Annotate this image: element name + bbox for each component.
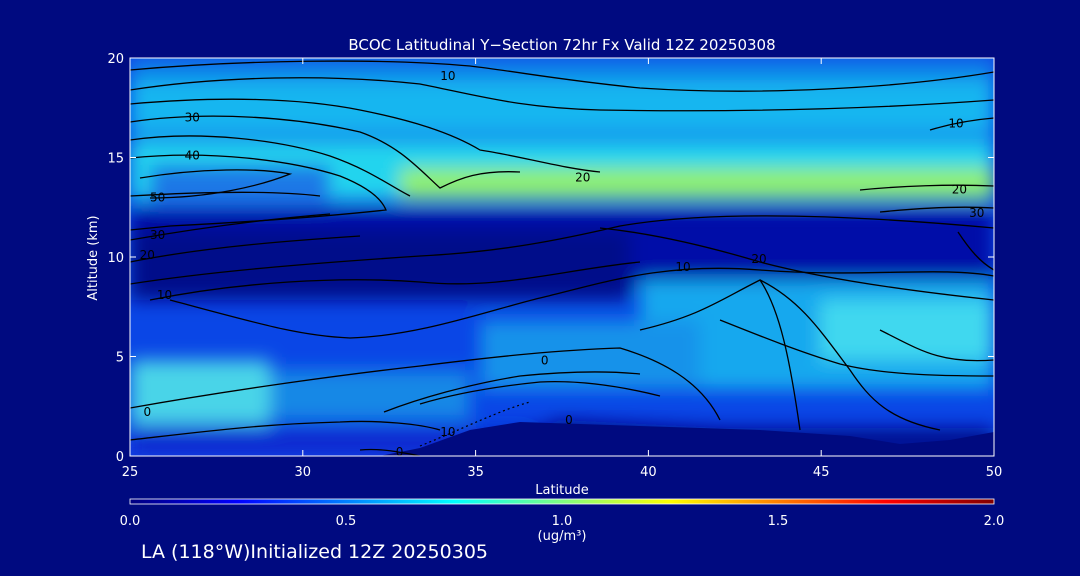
axis-ticks: 25 30 35 40 45 50 0 5 10 15 20 — [107, 52, 1002, 480]
contour-label: 20 — [140, 248, 155, 262]
contour-label: 50 — [150, 190, 165, 204]
y-tick-label: 5 — [116, 351, 124, 366]
contour-label: 30 — [150, 228, 165, 242]
colorbar-units: (ug/m³) — [538, 529, 587, 544]
x-tick-label: 45 — [813, 465, 830, 480]
contour-label: 30 — [185, 111, 200, 125]
colorbar-tick-label: 1.5 — [768, 514, 789, 529]
x-tick-label: 35 — [467, 465, 484, 480]
contour-lines — [130, 60, 994, 456]
colorbar-tick-label: 1.0 — [552, 514, 573, 529]
x-tick-label: 30 — [295, 465, 312, 480]
contour-label: 20 — [751, 252, 766, 266]
y-tick-label: 15 — [107, 152, 124, 167]
contour-label: 20 — [575, 170, 590, 184]
x-tick-label: 25 — [122, 465, 139, 480]
contour-label: 0 — [541, 353, 549, 367]
contour-label: 40 — [185, 149, 200, 163]
contour-label: 0 — [396, 445, 404, 459]
y-tick-label: 0 — [116, 450, 124, 465]
contour-label: 10 — [675, 260, 690, 274]
contour-label: 20 — [952, 182, 967, 196]
contour-label: 30 — [969, 206, 984, 220]
colorbar-tick-label: 0.5 — [336, 514, 357, 529]
colorbar — [129, 498, 995, 505]
contour-label: 10 — [157, 288, 172, 302]
field-shading — [130, 58, 994, 456]
contour-label: 10 — [440, 69, 455, 83]
footer-text: LA (118°W)Initialized 12Z 20250305 — [141, 541, 488, 563]
x-tick-label: 40 — [640, 465, 657, 480]
contour-label: 0 — [143, 405, 151, 419]
colorbar-tick-label: 2.0 — [984, 514, 1005, 529]
terrain-mask — [380, 422, 994, 456]
x-axis-label: Latitude — [535, 483, 589, 498]
contour-label: 10 — [440, 425, 455, 439]
y-tick-label: 10 — [107, 251, 124, 266]
chart-title: BCOC Latitudinal Y−Section 72hr Fx Valid… — [348, 36, 775, 54]
contour-label: 10 — [948, 117, 963, 131]
y-tick-label: 20 — [107, 52, 124, 67]
colorbar-ticks: 0.0 0.5 1.0 1.5 2.0 — [120, 514, 1005, 529]
colorbar-tick-label: 0.0 — [120, 514, 141, 529]
x-tick-label: 50 — [986, 465, 1003, 480]
y-axis-label: Altitude (km) — [86, 215, 101, 300]
contour-label: 0 — [565, 413, 573, 427]
